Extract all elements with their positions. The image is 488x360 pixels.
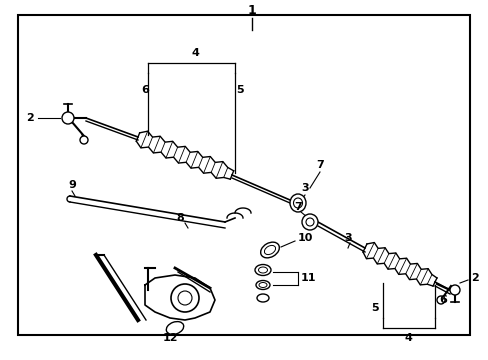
Ellipse shape [289, 194, 305, 212]
Text: 4: 4 [191, 48, 199, 58]
Bar [18, 15, 469, 335]
Text: 10: 10 [297, 233, 312, 243]
Circle shape [302, 214, 317, 230]
Ellipse shape [257, 294, 268, 302]
Text: 1: 1 [247, 4, 256, 17]
Text: 2: 2 [470, 273, 478, 283]
Circle shape [80, 136, 88, 144]
Ellipse shape [256, 280, 269, 289]
Text: 12: 12 [162, 333, 177, 343]
Text: 5: 5 [370, 303, 378, 313]
Text: 4: 4 [403, 333, 411, 343]
Ellipse shape [259, 283, 266, 288]
Text: 7: 7 [315, 160, 323, 170]
Text: 6: 6 [438, 295, 446, 305]
Text: 9: 9 [68, 180, 76, 190]
Text: 3: 3 [301, 183, 308, 193]
Circle shape [178, 291, 192, 305]
Text: 2: 2 [26, 113, 34, 123]
Ellipse shape [254, 265, 270, 275]
Circle shape [171, 284, 199, 312]
Text: 7: 7 [293, 202, 301, 212]
Text: 5: 5 [236, 85, 244, 95]
Text: 6: 6 [141, 85, 149, 95]
Ellipse shape [264, 246, 275, 255]
Text: 11: 11 [300, 273, 315, 283]
Text: 3: 3 [344, 233, 351, 243]
Ellipse shape [260, 242, 279, 258]
Ellipse shape [166, 321, 183, 334]
Ellipse shape [293, 198, 302, 208]
Circle shape [62, 112, 74, 124]
Ellipse shape [258, 267, 267, 273]
Text: 8: 8 [176, 213, 183, 223]
Circle shape [449, 285, 459, 295]
Circle shape [436, 296, 444, 304]
Circle shape [305, 218, 313, 226]
